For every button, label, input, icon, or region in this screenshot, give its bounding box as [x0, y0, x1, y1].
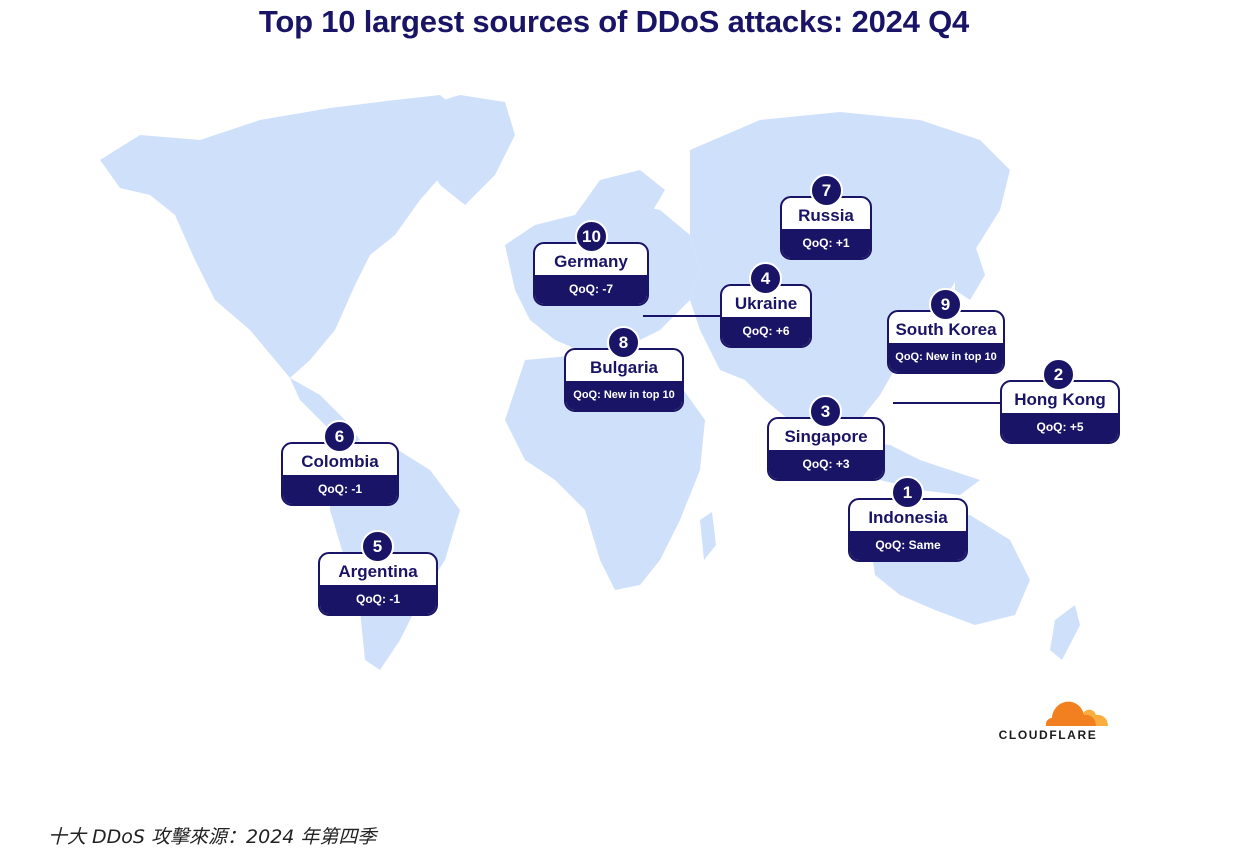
qoq-change: QoQ: +6	[722, 317, 810, 346]
country-name: Bulgaria	[589, 358, 659, 377]
rank-badge-argentina: 5	[361, 530, 394, 563]
north-america	[100, 95, 470, 378]
qoq-change: QoQ: +3	[769, 450, 883, 479]
rank-badge-ukraine: 4	[749, 262, 782, 295]
country-card-singapore: Singapore QoQ: +3	[767, 417, 885, 481]
qoq-change: QoQ: Same	[850, 531, 966, 560]
new-zealand	[1050, 605, 1080, 660]
image-caption: 十大 DDoS 攻擊來源：2024 年第四季	[48, 826, 377, 848]
country-name: Colombia	[301, 452, 379, 471]
country-card-ukraine: Ukraine QoQ: +6	[720, 284, 812, 348]
africa	[505, 355, 705, 590]
country-card-south-korea: South Korea QoQ: New in top 10	[887, 310, 1005, 374]
rank-badge-hong-kong: 2	[1042, 358, 1075, 391]
page-title: Top 10 largest sources of DDoS attacks: …	[258, 4, 970, 39]
asia	[690, 112, 1010, 440]
rank-badge-bulgaria: 8	[607, 326, 640, 359]
country-name: Ukraine	[734, 294, 798, 313]
qoq-change: QoQ: +1	[782, 229, 870, 258]
country-name: Hong Kong	[1014, 390, 1106, 409]
rank-badge-singapore: 3	[809, 395, 842, 428]
madagascar	[700, 512, 716, 560]
cloudflare-wordmark: CLOUDFLARE	[998, 728, 1098, 742]
rank-badge-germany: 10	[575, 220, 608, 253]
country-name: Indonesia	[868, 508, 948, 527]
cloud-icon	[1045, 701, 1108, 726]
country-name: Germany	[554, 252, 628, 271]
country-card-russia: Russia QoQ: +1	[780, 196, 872, 260]
country-name: South Korea	[895, 320, 997, 339]
scandinavia	[575, 170, 665, 222]
qoq-change: QoQ: +5	[1002, 413, 1118, 442]
country-name: Argentina	[338, 562, 418, 581]
qoq-change: QoQ: -1	[320, 585, 436, 614]
rank-badge-russia: 7	[810, 174, 843, 207]
japan	[955, 245, 985, 300]
cloudflare-logo: CLOUDFLARE	[984, 696, 1112, 746]
qoq-change: QoQ: -7	[535, 275, 647, 304]
rank-badge-indonesia: 1	[891, 476, 924, 509]
qoq-change: QoQ: New in top 10	[566, 381, 682, 410]
qoq-change: QoQ: New in top 10	[889, 343, 1003, 372]
qoq-change: QoQ: -1	[283, 475, 397, 504]
connector-lines	[643, 315, 1000, 404]
country-name: Russia	[798, 206, 854, 225]
country-name: Singapore	[784, 427, 868, 446]
rank-badge-south-korea: 9	[929, 288, 962, 321]
greenland	[410, 95, 515, 205]
rank-badge-colombia: 6	[323, 420, 356, 453]
